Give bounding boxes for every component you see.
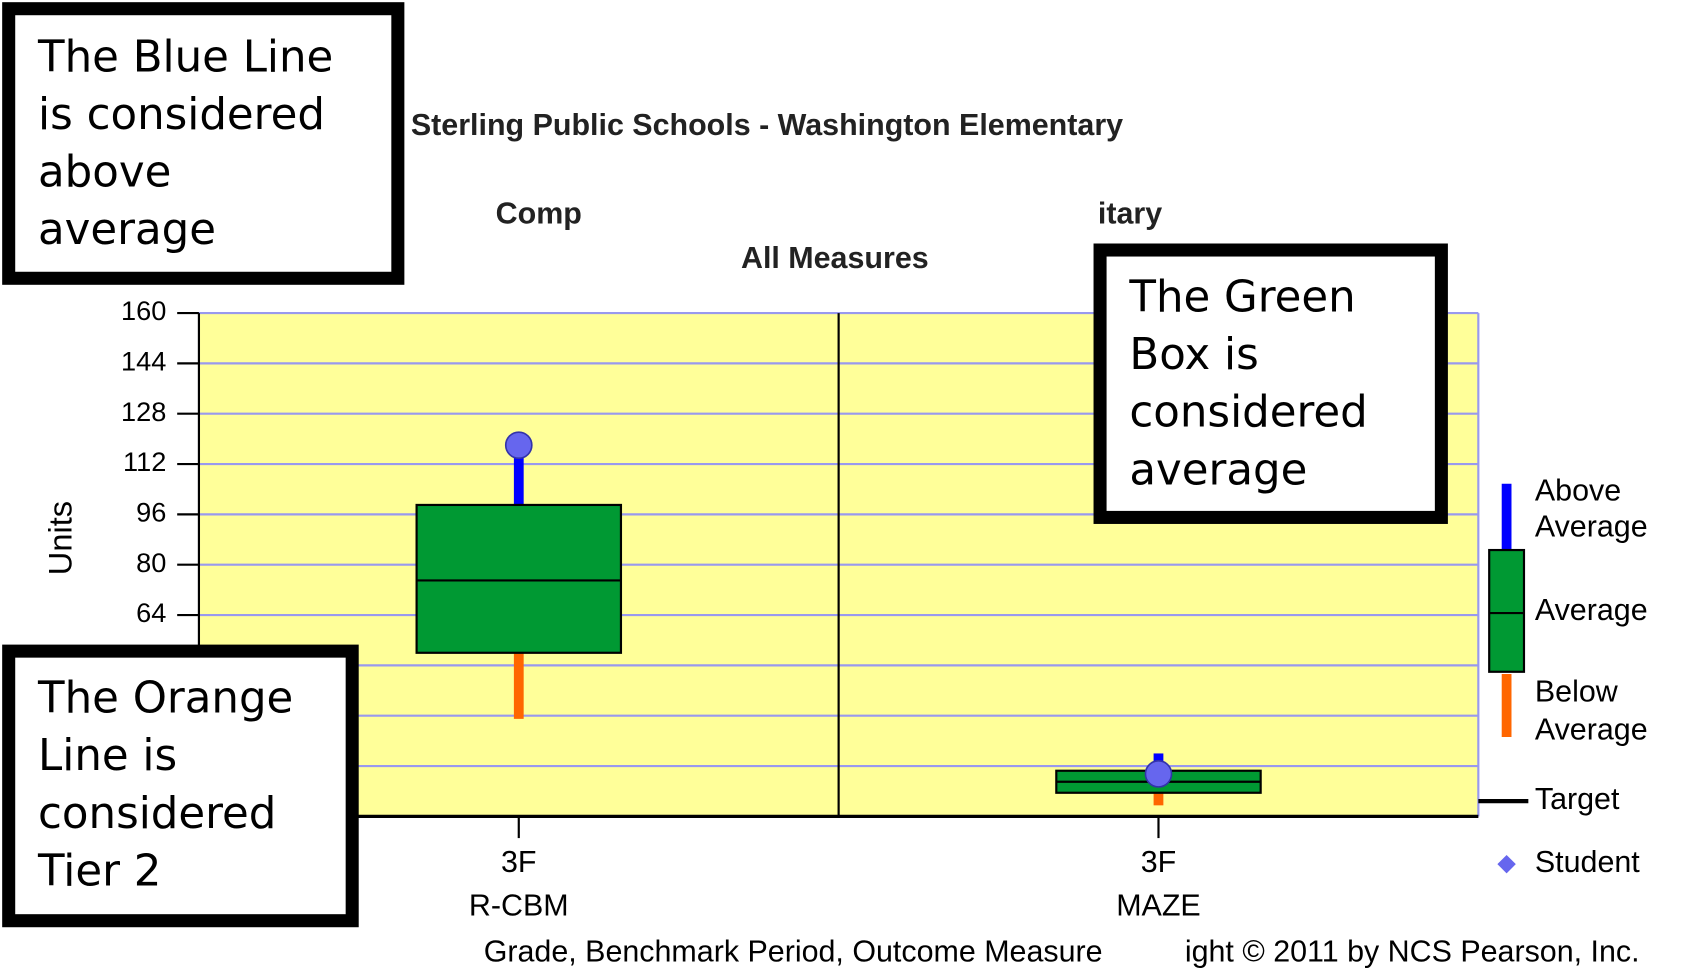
x-tick-label: 3F (501, 845, 537, 879)
footer: ight © 2011 by NCS Pearson, Inc. (1185, 934, 1640, 968)
annotation-text: The Orange (37, 674, 293, 724)
legend-swatch (1488, 548, 1526, 673)
box (415, 503, 623, 654)
annotation-box (2, 644, 359, 928)
x-axis-label: Grade, Benchmark Period, Outcome Measure (484, 934, 1103, 968)
x-tick-label: 3F (1141, 845, 1177, 879)
y-tick-label: 112 (123, 446, 166, 477)
chart-subtitle-fragment: Comp (496, 196, 582, 230)
annotation-box (2, 2, 405, 285)
chart-subtitle-fragment: itary (1098, 196, 1162, 230)
y-tick-label: 144 (121, 346, 166, 377)
legend-swatch (1497, 854, 1516, 874)
annotation-text: The Green (1128, 273, 1355, 323)
y-tick-label: 160 (121, 295, 166, 326)
annotation-text: average (1129, 445, 1307, 495)
annotation-text: The Blue Line (37, 32, 333, 82)
student-point (1144, 760, 1173, 788)
y-axis-label: Units (42, 501, 79, 575)
annotation-text: Box is (1129, 330, 1258, 380)
y-tick-label: 96 (136, 497, 166, 528)
x-tick-label: R-CBM (469, 889, 569, 923)
x-tick-label: MAZE (1116, 889, 1201, 923)
student-point (504, 431, 533, 460)
annotation-text: above (38, 148, 171, 198)
y-tick-label: 80 (136, 547, 166, 578)
annotation-text: Tier 2 (37, 846, 161, 896)
annotation-text: average (38, 205, 216, 255)
annotation-box (1093, 243, 1448, 524)
y-tick-label: 64 (136, 597, 166, 628)
legend-label: Student (1535, 845, 1640, 879)
annotation-text: is considered (38, 90, 325, 140)
legend-label: Below (1535, 675, 1619, 709)
legend-label: Average (1535, 713, 1648, 747)
y-tick-label: 128 (121, 396, 166, 427)
chart-title: Sterling Public Schools - Washington Ele… (411, 108, 1123, 142)
annotation-text: Line is (38, 731, 177, 781)
annotation-text: considered (38, 789, 276, 839)
legend-label: Above (1535, 473, 1621, 507)
legend-label: Target (1535, 782, 1620, 816)
annotation-text: considered (1129, 388, 1367, 438)
legend-label: Average (1535, 509, 1648, 543)
chart-subtitle: All Measures (741, 241, 929, 275)
legend-label: Average (1535, 593, 1648, 627)
